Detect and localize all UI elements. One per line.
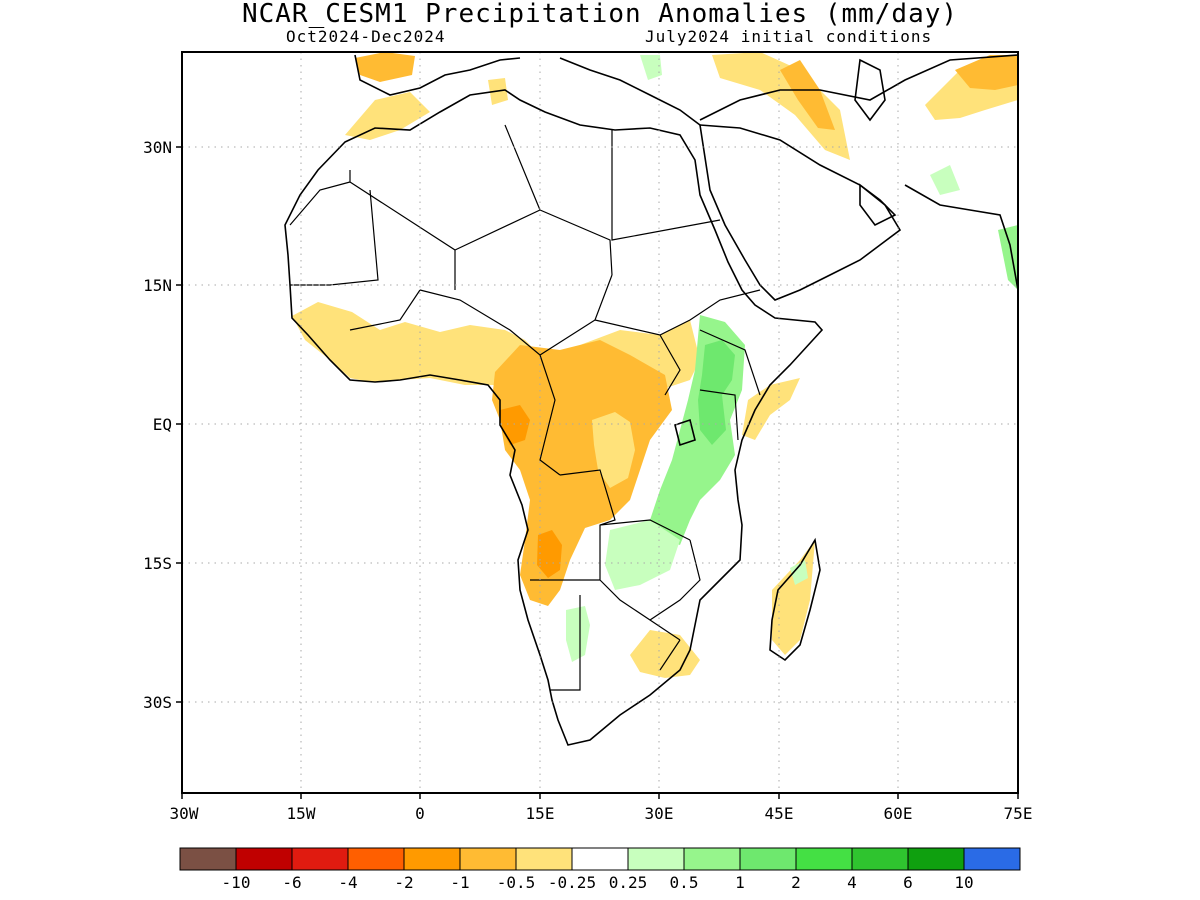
colorbar-swatch	[963, 847, 1021, 871]
lon-label-45e: 45E	[765, 804, 794, 823]
anomaly-south-africa-dry	[630, 630, 700, 678]
colorbar-label: 0.25	[609, 873, 648, 892]
arabia-coastline	[699, 124, 902, 301]
persian-gulf	[859, 183, 897, 227]
colorbar-label: -4	[338, 873, 357, 892]
lon-label-30w: 30W	[170, 804, 199, 823]
colorbar-label: 1	[735, 873, 745, 892]
anomaly-madagascar-dry	[772, 540, 815, 655]
colorbar-swatch	[571, 847, 629, 871]
lat-label-30n: 30N	[143, 138, 172, 157]
asia-coastline	[699, 54, 1018, 291]
colorbar-label: -1	[450, 873, 469, 892]
map-area	[182, 52, 1018, 793]
colorbar-swatch	[347, 847, 405, 871]
colorbar-label: 2	[791, 873, 801, 892]
colorbar-labels: -10 -6 -4 -2 -1 -0.5 -0.25 0.25 0.5 1 2 4 6 10	[222, 873, 974, 892]
colorbar-swatch	[403, 847, 461, 871]
anomaly-congo-light	[592, 412, 635, 488]
colorbar-label: -2	[394, 873, 413, 892]
graticule	[182, 52, 1018, 793]
colorbar	[179, 847, 1021, 871]
colorbar-label: -10	[222, 873, 251, 892]
lat-label-eq: EQ	[153, 415, 172, 434]
tick-marks	[176, 146, 1019, 799]
lat-label-15s: 15S	[143, 554, 172, 573]
lat-label-30s: 30S	[143, 693, 172, 712]
lon-label-30e: 30E	[645, 804, 674, 823]
africa-coastline	[284, 89, 824, 746]
lon-labels: 30W 15W 0 15E 30E 45E 60E 75E	[170, 804, 1033, 823]
initial-conditions: July2024 initial conditions	[645, 27, 933, 46]
lon-label-60e: 60E	[884, 804, 913, 823]
colorbar-swatch	[683, 847, 741, 871]
anomaly-maghreb-dry	[345, 92, 430, 140]
anomaly-angola-strong	[537, 530, 562, 578]
anomaly-central-africa-dry	[492, 340, 672, 606]
colorbar-swatch	[795, 847, 853, 871]
europe-coastline	[354, 54, 701, 126]
colorbar-swatch	[739, 847, 797, 871]
anomaly-madagascar-wet	[790, 560, 808, 585]
anomaly-arabia-wet	[930, 165, 960, 195]
lat-labels: 30N 15N EQ 15S 30S	[143, 138, 172, 712]
lon-label-0: 0	[415, 804, 425, 823]
colorbar-swatch	[459, 847, 517, 871]
caspian-sea	[854, 58, 886, 122]
colorbar-swatch	[907, 847, 965, 871]
colorbar-label: -6	[282, 873, 301, 892]
colorbar-label: -0.5	[497, 873, 536, 892]
madagascar-coastline	[769, 537, 821, 662]
forecast-period: Oct2024-Dec2024	[286, 27, 446, 46]
map-frame	[181, 51, 1019, 794]
lon-label-15w: 15W	[287, 804, 316, 823]
colorbar-label: 6	[903, 873, 913, 892]
lon-label-15e: 15E	[526, 804, 555, 823]
colorbar-label: 10	[954, 873, 973, 892]
country-borders	[289, 124, 761, 691]
colorbar-label: 0.5	[670, 873, 699, 892]
anomaly-india-wet	[998, 225, 1018, 290]
anomaly-iberia-dry	[355, 52, 415, 82]
anomaly-shading	[292, 52, 1018, 678]
colorbar-swatch	[851, 847, 909, 871]
colorbar-swatch	[179, 847, 237, 871]
colorbar-swatch	[235, 847, 293, 871]
anomaly-zambia-wet	[605, 520, 680, 590]
lon-label-75e: 75E	[1004, 804, 1033, 823]
anomaly-turkey-dry-core	[780, 60, 835, 130]
colorbar-label: 4	[847, 873, 857, 892]
anomaly-namibia-wet	[566, 606, 590, 662]
anomaly-turkey-dry	[712, 52, 850, 160]
anomaly-gabon-strong	[500, 405, 530, 445]
map-title: NCAR_CESM1 Precipitation Anomalies (mm/d…	[241, 0, 959, 29]
colorbar-label: -0.25	[548, 873, 596, 892]
anomaly-somalia-dry	[742, 378, 800, 440]
colorbar-swatch	[627, 847, 685, 871]
coastlines	[284, 54, 1018, 746]
colorbar-swatch	[515, 847, 573, 871]
lake-victoria	[674, 418, 696, 447]
anomaly-med-wet	[640, 55, 662, 80]
lat-label-15n: 15N	[143, 276, 172, 295]
anomaly-central-asia-dry-core	[955, 55, 1018, 90]
colorbar-swatch	[291, 847, 349, 871]
